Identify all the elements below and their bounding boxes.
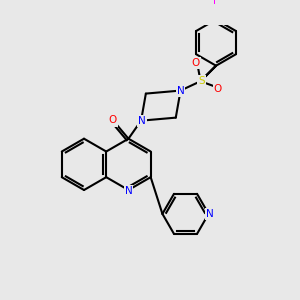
Text: O: O — [109, 116, 117, 125]
Text: N: N — [138, 116, 146, 126]
Text: O: O — [214, 84, 222, 94]
Text: S: S — [198, 76, 205, 86]
Text: O: O — [192, 58, 200, 68]
Text: N: N — [177, 85, 184, 96]
Text: F: F — [213, 0, 219, 6]
Text: N: N — [124, 186, 132, 196]
Text: N: N — [206, 209, 213, 219]
